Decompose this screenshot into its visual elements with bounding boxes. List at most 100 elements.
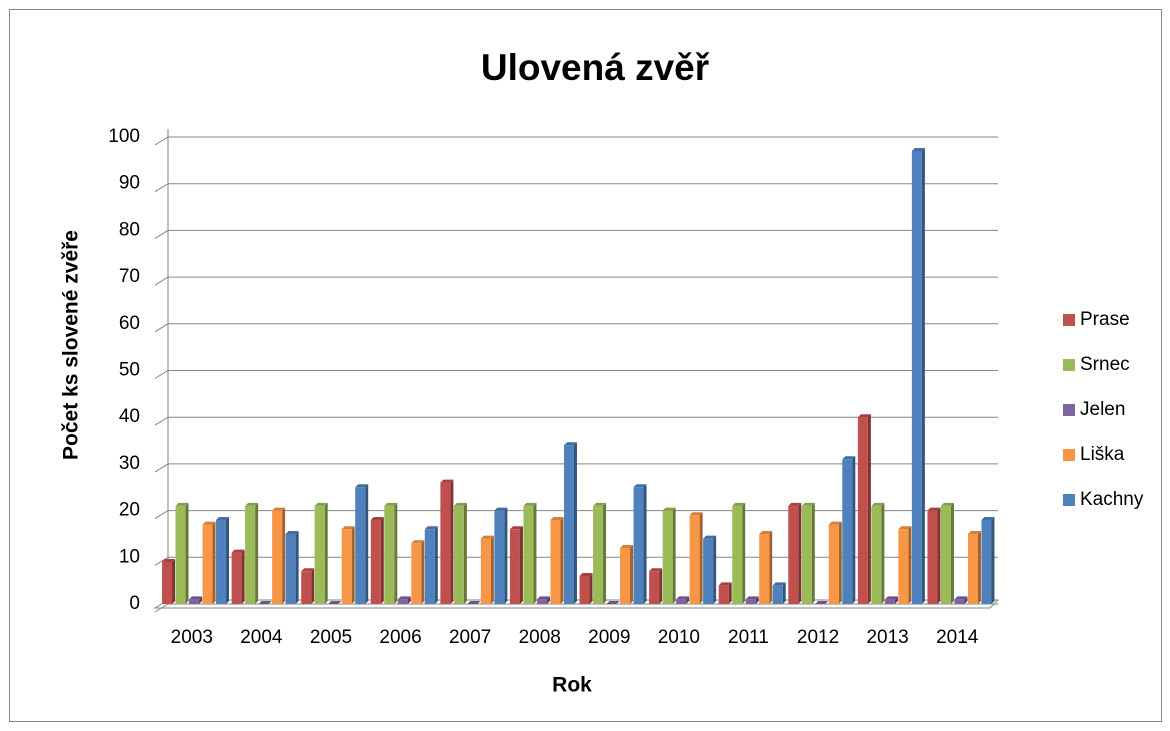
grid-line bbox=[154, 183, 998, 193]
bar-top bbox=[216, 516, 230, 520]
bar-top bbox=[981, 516, 995, 520]
bar bbox=[911, 151, 922, 604]
bar-side bbox=[755, 596, 759, 604]
bar-top bbox=[703, 535, 717, 539]
bar-side bbox=[255, 502, 259, 604]
bar-side bbox=[212, 521, 216, 604]
bar-top bbox=[884, 596, 898, 600]
y-tick-label: 30 bbox=[119, 453, 140, 474]
bar bbox=[718, 585, 729, 604]
bar bbox=[828, 524, 839, 604]
bar bbox=[954, 599, 965, 604]
x-tick-label: 2007 bbox=[449, 627, 491, 648]
bar-side bbox=[950, 502, 954, 604]
bar-side bbox=[630, 544, 634, 604]
grid-line bbox=[154, 556, 998, 566]
bar-side bbox=[686, 596, 690, 604]
bar-top bbox=[842, 456, 856, 460]
bar-top bbox=[732, 502, 746, 506]
grid-line bbox=[154, 463, 998, 473]
bar-side bbox=[672, 507, 676, 604]
y-tick-label: 10 bbox=[119, 546, 140, 567]
bar-top bbox=[355, 484, 369, 488]
bar bbox=[536, 599, 547, 604]
bar bbox=[981, 519, 992, 604]
bar-top bbox=[633, 484, 647, 488]
bar bbox=[676, 599, 687, 604]
bar-side bbox=[894, 596, 898, 604]
bar-top bbox=[384, 502, 398, 506]
bar-top bbox=[301, 568, 315, 572]
bar-side bbox=[713, 535, 717, 604]
bar bbox=[940, 505, 951, 604]
bar-side bbox=[699, 512, 703, 604]
bar-side bbox=[728, 582, 732, 604]
bar-top bbox=[397, 596, 411, 600]
bar-side bbox=[742, 502, 746, 604]
legend-swatch bbox=[1063, 449, 1075, 461]
bar-top bbox=[788, 502, 802, 506]
bar-side bbox=[434, 526, 438, 604]
y-tick-label: 40 bbox=[119, 406, 140, 427]
bar-top bbox=[815, 601, 829, 604]
bar-side bbox=[573, 442, 577, 604]
bar bbox=[620, 547, 631, 604]
bar bbox=[772, 585, 783, 604]
bar bbox=[550, 519, 561, 604]
grid-line bbox=[154, 136, 998, 146]
bar-top bbox=[606, 601, 620, 604]
bar bbox=[424, 529, 435, 604]
bar-side bbox=[798, 502, 802, 604]
bar-top bbox=[649, 568, 663, 572]
bar-side bbox=[421, 540, 425, 604]
bar-top bbox=[689, 512, 703, 516]
bar-top bbox=[480, 535, 494, 539]
bar-side bbox=[407, 596, 411, 604]
bar-side bbox=[964, 596, 968, 604]
bar-side bbox=[881, 502, 885, 604]
bar-top bbox=[927, 507, 941, 511]
x-tick-label: 2009 bbox=[588, 627, 630, 648]
bar bbox=[480, 538, 491, 604]
grid-line bbox=[154, 323, 998, 333]
bar-top bbox=[662, 507, 676, 511]
bar-top bbox=[857, 414, 871, 418]
bar-side bbox=[560, 516, 564, 604]
bar-top bbox=[509, 526, 523, 530]
bar bbox=[563, 445, 574, 604]
bar-top bbox=[162, 558, 176, 562]
bar-side bbox=[490, 535, 494, 604]
bar-side bbox=[394, 502, 398, 604]
bar bbox=[314, 505, 325, 604]
bar-top bbox=[285, 530, 299, 534]
bar-side bbox=[937, 507, 941, 604]
bar-side bbox=[226, 516, 230, 604]
y-tick-label: 0 bbox=[129, 593, 140, 614]
bar-side bbox=[199, 596, 203, 604]
x-tick-label: 2013 bbox=[866, 627, 908, 648]
bar-top bbox=[620, 544, 634, 548]
bar-top bbox=[579, 572, 593, 576]
bar-top bbox=[231, 549, 245, 553]
bar-top bbox=[898, 526, 912, 530]
y-axis-title: Počet ks slovené zvěře bbox=[60, 230, 83, 460]
bar-top bbox=[911, 148, 925, 152]
bar-top bbox=[563, 442, 577, 446]
legend-swatch bbox=[1063, 314, 1075, 326]
bar bbox=[927, 510, 938, 604]
bar bbox=[245, 505, 256, 604]
bar-top bbox=[314, 502, 328, 506]
bar bbox=[801, 505, 812, 604]
bar bbox=[523, 505, 534, 604]
bar-top bbox=[175, 502, 189, 506]
bar bbox=[662, 510, 673, 604]
x-tick-label: 2012 bbox=[797, 627, 839, 648]
chart-title: Ulovená zvěř bbox=[481, 47, 710, 88]
y-tick-label: 90 bbox=[119, 173, 140, 194]
bar-side bbox=[282, 507, 286, 604]
legend-swatch bbox=[1063, 494, 1075, 506]
bar-side bbox=[380, 516, 384, 604]
bar-top bbox=[245, 502, 259, 506]
bar bbox=[355, 487, 366, 604]
bar-side bbox=[351, 526, 355, 604]
